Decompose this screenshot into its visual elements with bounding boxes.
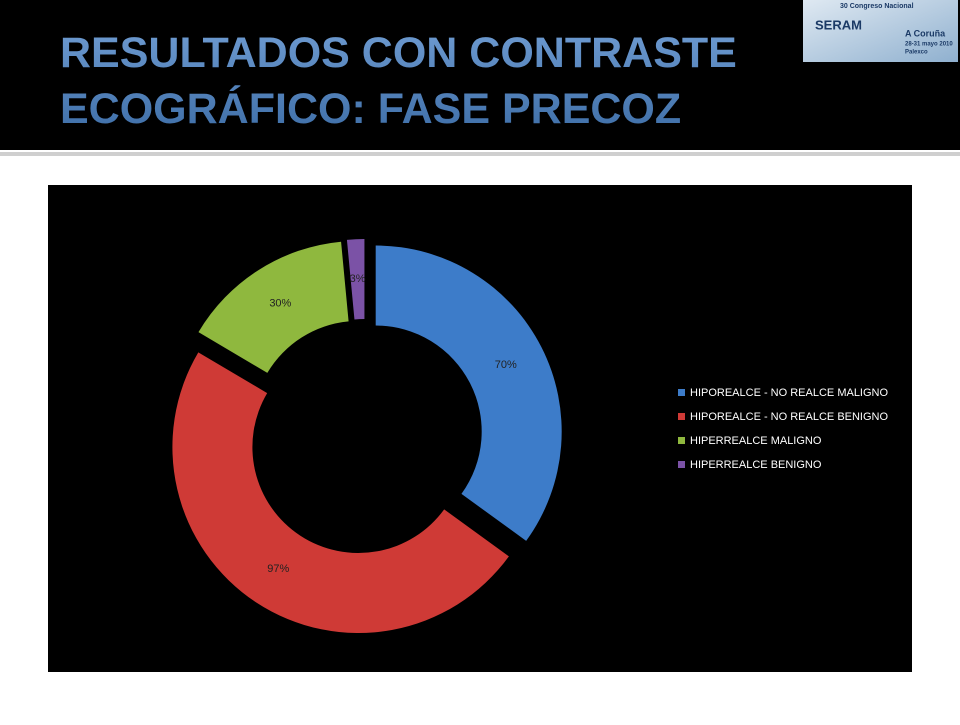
logo-line: 28-31 mayo 2010: [905, 42, 953, 48]
legend-label: HIPERREALCE MALIGNO: [690, 435, 822, 447]
logo-text: 30 Congreso Nacional SERAM A Coruña 28-31 m…: [815, 3, 953, 56]
legend-swatch: [678, 461, 685, 468]
data-label: 30%: [269, 298, 291, 310]
doughnut-segment: [198, 241, 349, 373]
logo-line: A Coruña: [905, 28, 946, 38]
data-label: 3%: [350, 273, 366, 285]
doughnut-segment: [172, 352, 509, 634]
doughnut-segment: [375, 245, 562, 541]
legend-swatch: [678, 437, 685, 444]
legend-label: HIPERREALCE BENIGNO: [690, 459, 822, 471]
header-rule: [0, 152, 960, 156]
legend-swatch: [678, 413, 685, 420]
logo: [803, 0, 958, 62]
chart: 70% 97% 30% 3% HIPOREALCE - NO REALCE MALIGN…: [172, 239, 888, 634]
legend-label: HIPOREALCE - NO REALCE BENIGNO: [690, 411, 888, 423]
legend-label: HIPOREALCE - NO REALCE MALIGNO: [690, 387, 888, 399]
logo-line: Palexco: [905, 50, 928, 56]
header-band: [0, 0, 960, 150]
data-label: 97%: [267, 563, 289, 575]
logo-line: 30 Congreso Nacional: [840, 3, 914, 10]
data-label: 70%: [495, 359, 517, 371]
slide-title: RESULTADOS CON CONTRASTE ECOGRÁFICO: FASE…: [60, 29, 737, 133]
logo-line: SERAM: [815, 17, 862, 32]
legend-swatch: [678, 389, 685, 396]
doughnut-segment: [346, 239, 365, 320]
